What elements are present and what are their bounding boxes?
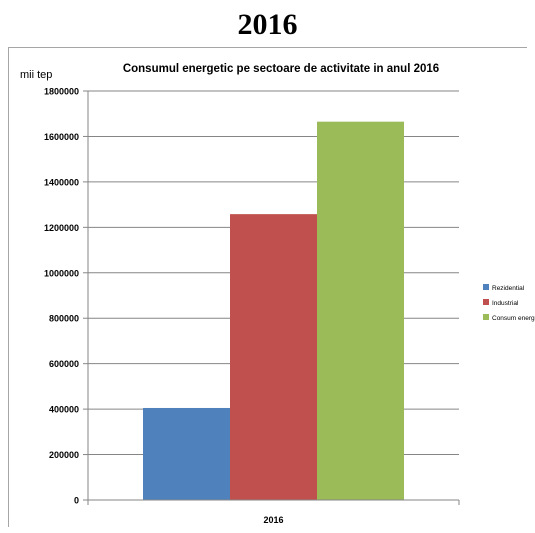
y-tick-label: 600000 <box>49 359 79 369</box>
y-tick-label: 1400000 <box>44 177 79 187</box>
legend-label: Industrial <box>492 300 519 307</box>
x-tick-labels: 2016 <box>263 515 283 525</box>
legend-swatch <box>483 299 489 305</box>
y-axis-label: mii tep <box>20 69 52 81</box>
axes <box>87 91 460 505</box>
y-tick-label: 400000 <box>49 405 79 415</box>
bars <box>143 121 404 501</box>
y-tick-label: 1800000 <box>44 87 79 97</box>
bar-consum-energetic <box>317 121 404 501</box>
legend-label: Consum energetic <box>492 315 535 322</box>
y-tick-labels: 0 200000 400000 600000 800000 1000000 1200000 1… <box>44 87 79 506</box>
legend-swatch <box>483 314 489 320</box>
legend: Rezidential Industrial Consum energetic <box>483 284 535 322</box>
chart-frame <box>8 47 527 527</box>
y-tick-label: 1600000 <box>44 132 79 142</box>
chart-title: Consumul energetic pe sectoare de activi… <box>123 63 439 75</box>
legend-label: Rezidential <box>492 285 525 292</box>
y-tick-label: 0 <box>74 496 79 506</box>
y-tick-label: 1000000 <box>44 268 79 278</box>
x-tick-label: 2016 <box>263 515 283 525</box>
y-tick-label: 1200000 <box>44 223 79 233</box>
bar-industrial <box>230 214 317 500</box>
legend-swatch <box>483 284 489 290</box>
y-tick-label: 200000 <box>49 450 79 460</box>
y-tick-label: 800000 <box>49 314 79 324</box>
bar-rezidential <box>143 407 230 500</box>
page-heading: 2016 <box>237 8 298 41</box>
